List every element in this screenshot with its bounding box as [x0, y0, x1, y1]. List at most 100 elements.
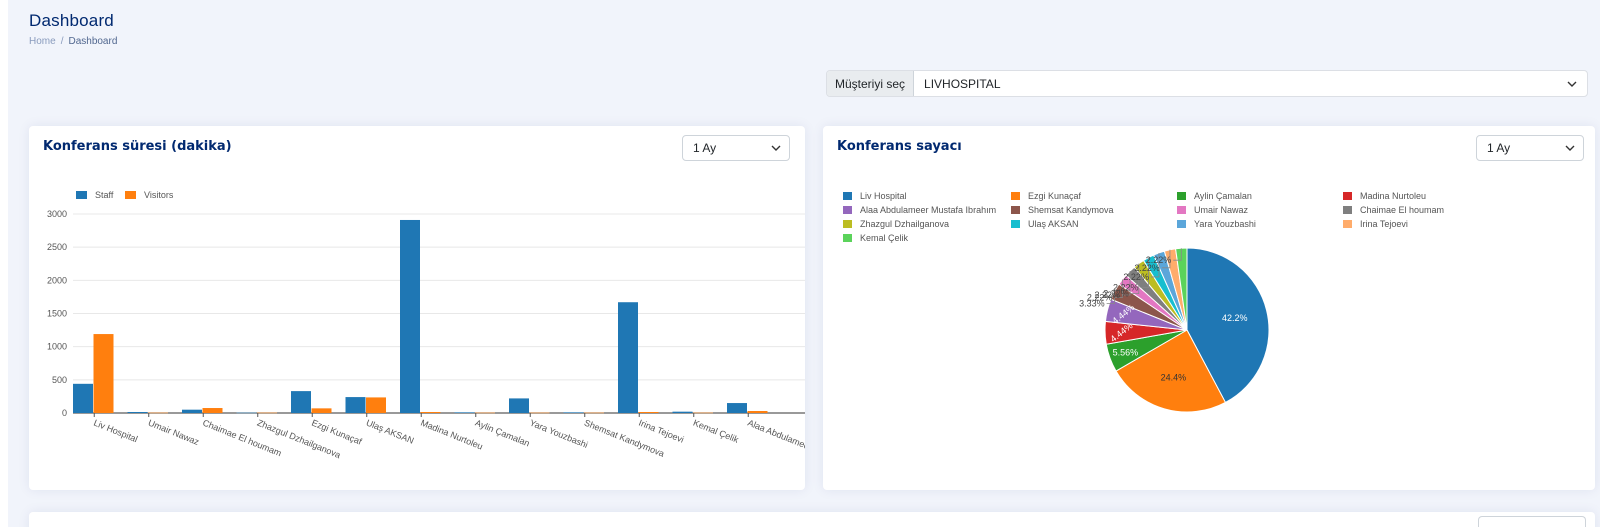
- bar-staff: [672, 411, 693, 413]
- pie-legend-swatch: [1343, 192, 1352, 200]
- pie-leader-line: [1140, 257, 1149, 288]
- pie-slice: [1186, 247, 1270, 404]
- pie-legend-label: Zhazgul Dzhailganova: [860, 219, 949, 229]
- pie-legend-label: Alaa Abdulameer Mustafa Ibrahım: [860, 205, 996, 215]
- customer-select-value[interactable]: LIVHOSPITAL: [924, 76, 1001, 91]
- customer-select[interactable]: Müşteriyi seç LIVHOSPITAL: [826, 70, 1588, 97]
- count-period-value: 1 Ay: [1487, 141, 1511, 155]
- bar-staff: [454, 412, 475, 413]
- pie-leader-line: [1106, 291, 1116, 304]
- x-tick-label: Ulaş AKSAN: [365, 418, 416, 446]
- breadcrumb: Home / Dashboard: [29, 36, 117, 47]
- bar-visitors: [584, 412, 604, 414]
- bar-visitors: [366, 397, 386, 413]
- bar-visitors: [638, 412, 659, 413]
- y-tick-label: 2500: [47, 242, 67, 252]
- x-tick-label: Kemal Çelik: [692, 418, 741, 445]
- pie-legend-swatch: [1177, 192, 1186, 200]
- pie-legend-label: Aylin Çamalan: [1194, 191, 1252, 201]
- pie-leader-line: [1122, 271, 1131, 296]
- bar-staff: [182, 409, 202, 413]
- conference-count-card: Konferans sayacı 1 Ay Liv Hospital Ezgi K…: [823, 126, 1595, 490]
- pie-value-label: 2.22%: [1095, 290, 1121, 300]
- pie-legend-swatch: [1011, 206, 1020, 214]
- pie-legend-label: Kemal Çelik: [860, 233, 909, 243]
- pie-legend-swatch: [1011, 220, 1020, 228]
- pie-legend-swatch: [1343, 220, 1352, 228]
- y-tick-label: 1000: [47, 342, 67, 352]
- count-period-select[interactable]: 1 Ay: [1476, 135, 1584, 161]
- pie-leader-line: [1114, 279, 1123, 298]
- duration-period-select[interactable]: 1 Ay: [682, 135, 790, 161]
- pie-leader-line: [1173, 248, 1182, 261]
- bottom-card: [29, 512, 1595, 527]
- pie-legend-swatch: [843, 234, 852, 242]
- pie-legend-label: Ulaş AKSAN: [1028, 219, 1079, 229]
- legend-swatch-staff: [76, 191, 87, 199]
- pie-legend-swatch: [1343, 206, 1352, 214]
- bar-visitors: [148, 412, 168, 414]
- duration-period-value: 1 Ay: [693, 141, 717, 155]
- bar-visitors: [693, 412, 713, 414]
- conference-count-chart: Liv Hospital Ezgi Kunaçaf Aylin Çamalan Mad…: [843, 191, 1444, 413]
- bar-visitors: [420, 412, 441, 413]
- sidebar-strip: [0, 0, 8, 527]
- pie-leader-line: [1150, 252, 1160, 278]
- page-header: Dashboard Home / Dashboard: [29, 11, 117, 47]
- bar-visitors: [747, 411, 768, 413]
- pie-value-label: 2.22%: [1113, 283, 1139, 293]
- bar-staff: [563, 412, 584, 413]
- pie-legend-swatch: [843, 206, 852, 214]
- page-title: Dashboard: [29, 11, 114, 30]
- chevron-down-icon: [1565, 145, 1575, 151]
- legend-label-staff: Staff: [95, 190, 114, 200]
- legend-swatch-visitors: [125, 191, 136, 199]
- bar-legend: Staff Visitors: [76, 190, 174, 200]
- bar-staff: [618, 302, 638, 413]
- bar-staff: [236, 412, 257, 414]
- chevron-down-icon: [771, 145, 781, 151]
- pie-value-label: 2.22%: [1134, 263, 1160, 273]
- breadcrumb-home-link[interactable]: Home: [29, 36, 56, 47]
- bar-visitors: [93, 334, 114, 413]
- pie-value-label: 2.22%: [1123, 272, 1149, 282]
- pie-legend: Liv Hospital Ezgi Kunaçaf Aylin Çamalan Mad…: [843, 191, 1444, 243]
- bar-staff: [509, 398, 529, 413]
- bottom-period-select[interactable]: [1478, 516, 1586, 527]
- pie-legend-label: Irina Tejoevi: [1360, 219, 1408, 229]
- y-tick-label: 500: [52, 375, 67, 385]
- pie-value-label: 2.22%: [1087, 293, 1113, 303]
- y-tick-label: 0: [62, 408, 67, 418]
- bar-staff: [127, 412, 148, 413]
- x-tick-label: Yara Youzbashi: [528, 418, 589, 450]
- conference-duration-card: Konferans süresi (dakika) 1 Ay Staff Visi…: [29, 126, 805, 490]
- pie-legend-swatch: [1011, 192, 1020, 200]
- pie-legend-label: Shemsat Kandymova: [1028, 205, 1114, 215]
- bar-staff: [345, 397, 366, 413]
- pie-slice: [1115, 329, 1227, 413]
- bar-staff: [73, 383, 93, 413]
- x-tick-label: Liv Hospital: [92, 418, 139, 445]
- pie-value-label: 42.2%: [1222, 313, 1248, 323]
- pie-legend-label: Ezgi Kunaçaf: [1028, 191, 1082, 201]
- chevron-down-icon: [1563, 71, 1581, 96]
- pie-legend-swatch: [843, 220, 852, 228]
- pie-legend-label: Liv Hospital: [860, 191, 907, 201]
- pie-value-label: 5.56%: [1113, 347, 1139, 357]
- pie-value-label: 24.4%: [1161, 372, 1187, 382]
- bar-staff: [291, 391, 311, 413]
- bar-staff: [727, 403, 747, 413]
- pie-leader-line: [1161, 249, 1171, 269]
- breadcrumb-separator: /: [60, 36, 64, 47]
- x-tick-label: Alaa Abdulameer Mustafa Ibrahim: [746, 418, 805, 478]
- customer-select-label: Müşteriyi seç: [827, 71, 915, 96]
- conference-count-title: Konferans sayacı: [837, 139, 962, 154]
- bar-visitors: [529, 412, 550, 414]
- pie-legend-swatch: [843, 192, 852, 200]
- pie-legend-label: Madina Nurtoleu: [1360, 191, 1426, 201]
- pie-value-label: 2.22%: [1103, 289, 1129, 299]
- legend-label-visitors: Visitors: [144, 190, 174, 200]
- bar-visitors: [202, 408, 223, 413]
- pie-value-label: 2.22%: [1146, 255, 1172, 265]
- bar-visitors: [257, 412, 277, 414]
